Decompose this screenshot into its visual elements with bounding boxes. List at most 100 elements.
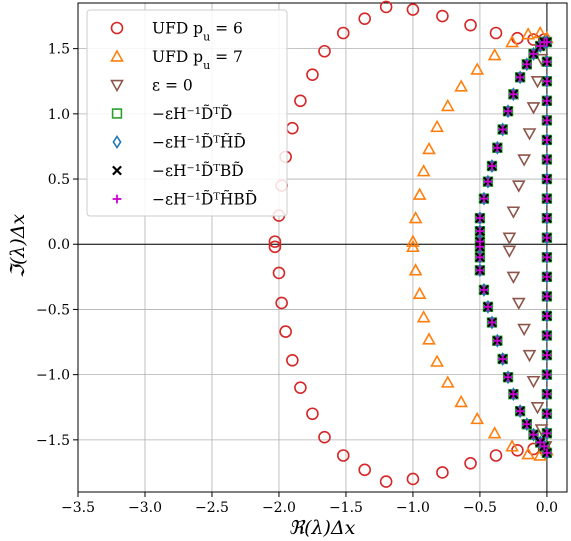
data-point-triangle-down <box>502 245 517 258</box>
data-point-triangle-up <box>412 286 427 299</box>
data-point-plus <box>509 389 518 399</box>
data-point-plus <box>492 336 502 346</box>
data-point-triangle-up <box>487 48 502 61</box>
y-tick-label: −0.5 <box>36 302 70 318</box>
y-tick-label: −1.5 <box>36 433 70 449</box>
data-point-plus <box>542 311 552 321</box>
plot-frame <box>77 2 568 493</box>
legend: UFD pu = 6 UFD pu = 7 ε = 0 −εH⁻¹D̃ᵀD̃ −εH⁻¹… <box>86 9 288 217</box>
data-point-plus <box>483 302 493 312</box>
data-point-triangle-down <box>517 323 531 337</box>
x-tick-label: −2.5 <box>195 500 229 516</box>
data-point-triangle-up <box>406 234 420 247</box>
data-point-circle <box>272 266 286 280</box>
data-point-triangle-down <box>502 232 517 245</box>
data-point-circle <box>436 466 449 479</box>
data-point-plus <box>542 350 552 360</box>
data-point-plus <box>522 419 532 429</box>
data-point-triangle-down <box>506 271 521 284</box>
data-point-circle <box>379 475 393 488</box>
data-point-triangle-up <box>430 119 444 133</box>
data-point-plus <box>542 370 552 380</box>
x-tick-label: −1.5 <box>329 500 363 516</box>
data-point-plus <box>542 331 552 340</box>
data-point-plus <box>479 194 489 203</box>
legend-marker-square <box>111 108 123 119</box>
data-point-triangle-up <box>470 411 485 425</box>
data-point-triangle-down <box>511 180 526 193</box>
data-point-circle <box>306 68 319 82</box>
data-point-circle <box>275 296 288 310</box>
data-point-plus <box>542 252 552 262</box>
data-point-circle <box>358 463 372 477</box>
data-point-triangle-up <box>454 394 469 408</box>
data-point-plus <box>542 428 552 438</box>
legend-marker-circle <box>110 21 124 35</box>
data-point-triangle-up <box>454 79 469 92</box>
data-point-triangle-up <box>521 27 536 40</box>
data-point-plus <box>498 125 508 134</box>
data-point-plus <box>542 292 552 301</box>
data-point-plus <box>487 318 497 327</box>
data-point-plus <box>498 354 508 364</box>
y-axis-label: ℑ(λ)Δx <box>7 213 29 278</box>
data-point-triangle-up <box>470 62 485 75</box>
data-point-triangle-down <box>526 102 541 115</box>
data-point-triangle-down <box>530 76 545 89</box>
tick-labels: −3.5 −3.0 −2.5 −2.0 −1.5 −1.0 −0.5 0.0 −1.5 −1.0 −… <box>36 42 558 516</box>
data-point-plus <box>529 49 538 59</box>
data-point-plus <box>475 226 485 236</box>
data-point-plus <box>542 213 552 223</box>
legend-box <box>86 9 288 217</box>
data-point-plus <box>479 285 489 295</box>
legend-label: UFD pu = 6 <box>152 20 243 44</box>
data-point-plus <box>542 135 552 145</box>
legend-label: −εH⁻¹D̃ᵀD̃ <box>152 105 232 123</box>
data-point-plus <box>542 448 552 458</box>
data-point-triangle-up <box>505 34 519 48</box>
data-point-plus <box>475 265 485 275</box>
data-point-triangle-down <box>522 128 537 141</box>
data-point-plus <box>475 252 485 262</box>
data-point-circle <box>336 449 350 462</box>
data-point-triangle-up <box>408 263 423 276</box>
x-tick-label: 0.0 <box>536 500 558 516</box>
legend-marker-diamond <box>112 135 122 149</box>
data-point-triangle-up <box>416 164 431 177</box>
legend-marker-triangle-down <box>110 79 124 93</box>
x-tick-label: −1.0 <box>396 500 430 516</box>
data-point-plus <box>542 37 552 47</box>
data-point-circle <box>336 26 350 40</box>
legend-marker-x <box>112 165 122 176</box>
data-point-plus <box>542 115 552 125</box>
data-point-plus <box>487 161 497 171</box>
legend-marker-plus <box>112 194 122 204</box>
data-point-plus <box>483 177 493 187</box>
data-point-circle <box>268 240 282 254</box>
data-point-circle <box>286 353 299 367</box>
data-point-circle <box>318 430 331 444</box>
data-point-plus <box>522 59 532 69</box>
data-point-triangle-up <box>422 332 436 345</box>
data-point-triangle-down <box>530 402 545 415</box>
data-point-plus <box>515 72 525 82</box>
x-tick-label: −3.0 <box>128 500 162 516</box>
data-point-triangle-up <box>440 98 455 112</box>
data-point-plus <box>542 174 552 184</box>
data-point-circle <box>294 381 307 394</box>
legend-marker-triangle-up <box>110 49 124 62</box>
data-point-plus <box>539 441 549 451</box>
data-point-circle <box>379 0 393 14</box>
data-point-circle <box>286 121 299 135</box>
data-point-circle <box>358 12 372 25</box>
data-point-plus <box>535 438 545 447</box>
data-point-plus <box>503 106 513 116</box>
data-point-plus <box>535 41 545 51</box>
data-point-plus <box>475 237 485 247</box>
x-tick-label: −3.5 <box>61 500 95 516</box>
data-point-triangle-up <box>521 447 536 460</box>
data-point-triangle-up <box>408 211 423 224</box>
data-point-plus <box>515 406 525 416</box>
legend-label: UFD pu = 7 <box>152 48 243 72</box>
legend-label: ε = 0 <box>152 77 193 95</box>
